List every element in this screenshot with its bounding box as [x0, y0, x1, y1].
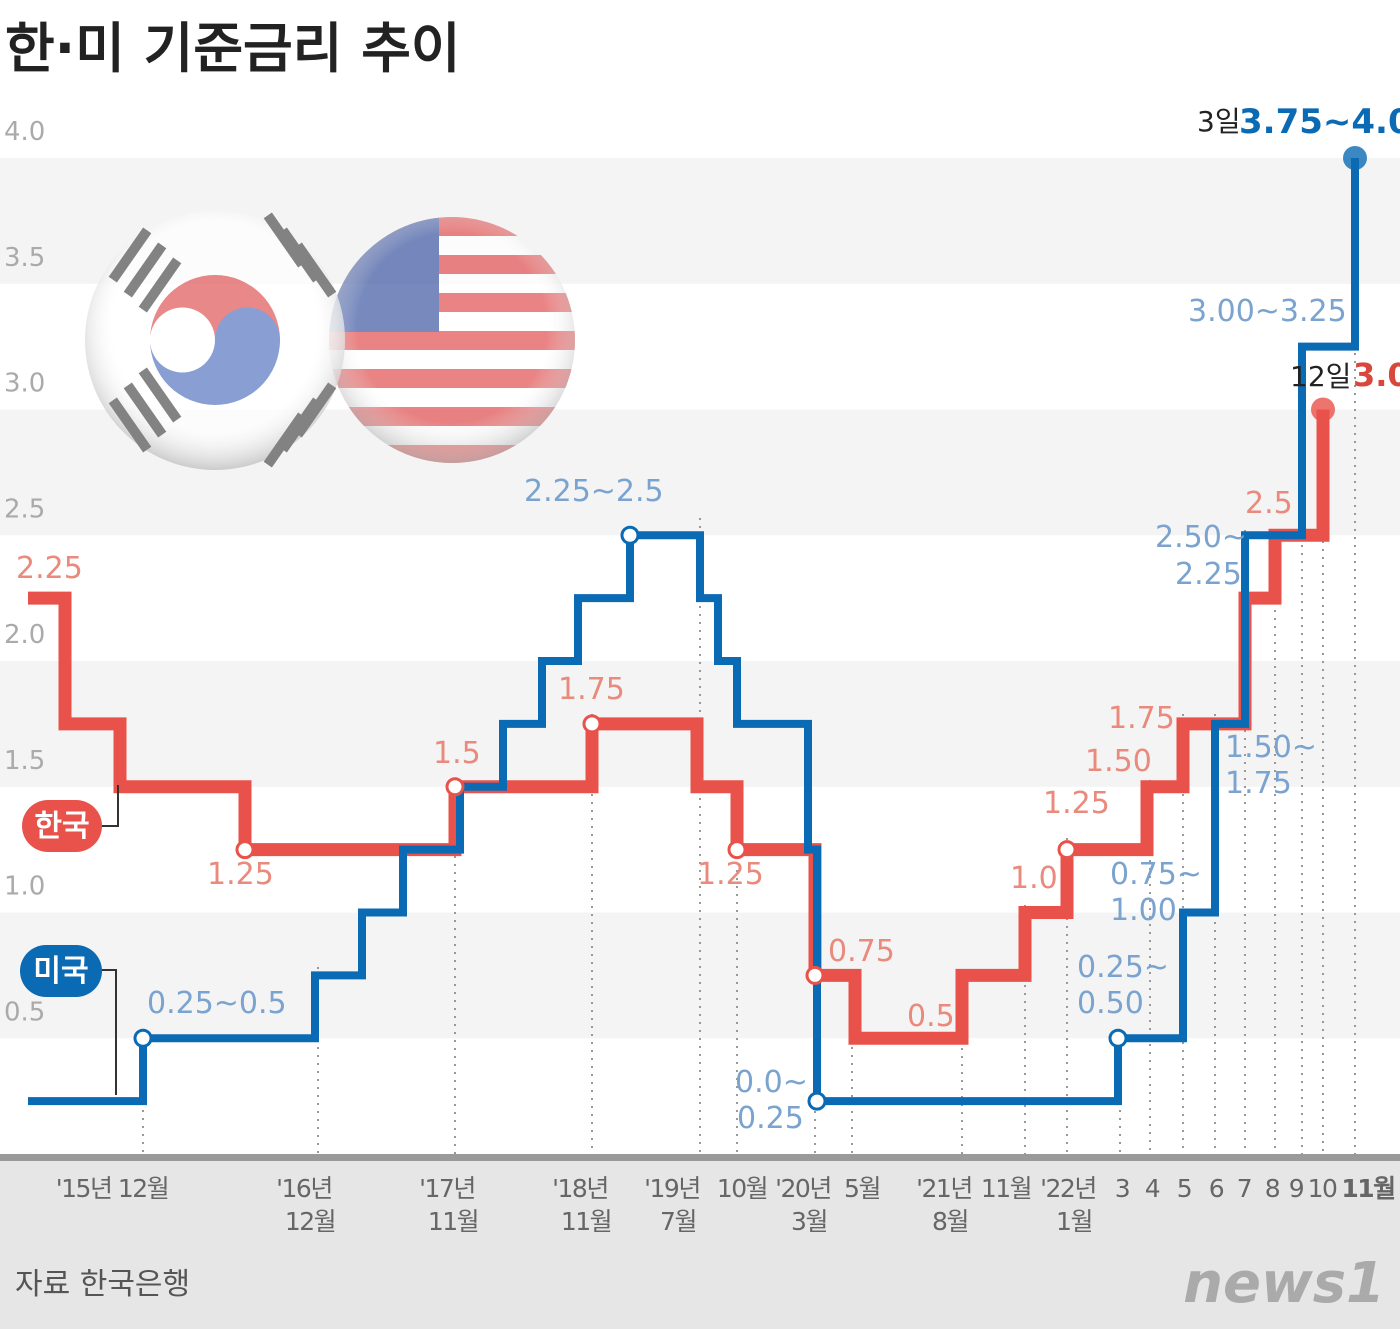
korea-annotations: 2.25 1.25 1.5 1.75 1.25 0.75 0.5 1.0 1.2… — [16, 356, 1400, 1034]
kr-label: 2.5 — [1245, 486, 1293, 521]
x-tick-label: 7월 — [660, 1207, 696, 1236]
chart-title: 한·미 기준금리 추이 — [5, 17, 461, 80]
x-tick-label: 5월 — [844, 1174, 880, 1203]
x-axis-labels: '15년 12월 '16년 12월 '17년 11월 '18년 11월 '19년 7월 10월 '2… — [56, 1174, 1396, 1236]
x-tick-label: 9 — [1289, 1174, 1304, 1203]
y-axis: 4.0 3.5 3.0 2.5 2.0 1.5 1.0 0.5 — [4, 117, 45, 1027]
x-tick-label: 11월 — [561, 1207, 611, 1236]
us-flag-icon — [329, 217, 575, 463]
kr-label: 1.25 — [1043, 786, 1110, 821]
x-tick-label: 8월 — [932, 1207, 968, 1236]
us-label: 0.25~ — [1077, 950, 1169, 985]
us-label: 1.50~ — [1225, 730, 1317, 765]
x-tick-label: 11월 — [428, 1207, 478, 1236]
y-tick-label: 4.0 — [4, 117, 45, 147]
y-tick-label: 1.5 — [4, 746, 45, 776]
us-label: 2.25~2.5 — [524, 474, 664, 509]
x-tick-label: 10 — [1308, 1174, 1337, 1203]
x-tick-label: '22년 — [1040, 1174, 1096, 1203]
latest-point-marker — [1343, 146, 1367, 170]
x-tick-label: 3월 — [791, 1207, 827, 1236]
y-tick-label: 3.0 — [4, 369, 45, 399]
us-label: 1.00 — [1110, 893, 1177, 928]
x-tick-label: '16년 — [276, 1174, 332, 1203]
x-tick-label: '15년 12월 — [56, 1174, 168, 1203]
us-label: 2.50~ — [1155, 520, 1247, 555]
news1-logo: news1 — [1183, 1251, 1385, 1316]
us-legend-label: 미국 — [33, 954, 88, 989]
x-tick-label: '21년 — [916, 1174, 972, 1203]
kr-label: 0.75 — [828, 934, 895, 969]
data-point-marker — [620, 525, 640, 545]
us-label: 0.0~ — [735, 1065, 808, 1100]
y-tick-label: 0.5 — [4, 997, 45, 1027]
data-point-marker — [582, 714, 602, 734]
y-tick-label: 1.0 — [4, 872, 45, 902]
y-tick-label: 3.5 — [4, 243, 45, 273]
data-point-marker — [133, 1028, 153, 1048]
kr-latest-day: 12일 — [1290, 360, 1351, 393]
kr-label: 2.25 — [16, 551, 83, 586]
korea-rate-line — [28, 409, 1330, 1045]
korea-flag-icon — [85, 210, 345, 470]
data-point-marker — [805, 965, 825, 985]
data-point-marker — [445, 777, 465, 797]
x-tick-label: 3 — [1115, 1174, 1129, 1203]
us-latest-day: 3일 — [1197, 105, 1241, 138]
x-tick-label: 1월 — [1056, 1207, 1092, 1236]
us-label: 0.75~ — [1110, 857, 1202, 892]
kr-label: 0.5 — [907, 999, 955, 1034]
x-tick-label: 7 — [1237, 1174, 1251, 1203]
footer-band — [0, 1160, 1400, 1329]
kr-label: 1.75 — [558, 672, 625, 707]
us-label: 3.00~3.25 — [1188, 294, 1347, 329]
data-point-marker — [807, 1091, 827, 1111]
korea-legend-label: 한국 — [34, 809, 89, 844]
x-tick-label: 11월 — [981, 1174, 1031, 1203]
x-tick-label: 11월 — [1341, 1174, 1394, 1203]
latest-point-marker — [1311, 397, 1335, 422]
korea-legend-badge — [22, 800, 102, 852]
y-tick-label: 2.5 — [4, 494, 45, 524]
us-label: 0.50 — [1077, 986, 1144, 1021]
kr-latest-value: 3.0% — [1353, 356, 1400, 394]
x-tick-label: '18년 — [552, 1174, 608, 1203]
data-point-marker — [235, 840, 255, 860]
us-annotations: 0.25~0.5 2.25~2.5 0.0~ 0.25 0.25~ 0.50 0… — [147, 102, 1400, 1136]
x-tick-label: 4 — [1145, 1174, 1160, 1203]
x-tick-label: '20년 — [775, 1174, 831, 1203]
series-lines — [28, 146, 1367, 1111]
us-label: 0.25~0.5 — [147, 986, 287, 1021]
kr-label: 1.25 — [697, 857, 764, 892]
us-label: 1.75 — [1225, 766, 1292, 801]
x-tick-label: 5 — [1177, 1174, 1191, 1203]
us-legend-connector — [100, 969, 117, 1095]
data-point-marker — [727, 840, 747, 860]
us-label: 2.25 — [1175, 557, 1242, 592]
us-label: 0.25 — [737, 1101, 804, 1136]
kr-label: 1.75 — [1108, 701, 1175, 736]
kr-label: 1.5 — [433, 736, 481, 771]
source-label: 자료 한국은행 — [15, 1267, 190, 1302]
data-point-marker — [1057, 840, 1077, 860]
data-point-marker — [1108, 1028, 1128, 1048]
us-rate-line — [28, 158, 1359, 1106]
x-tick-label: '19년 — [644, 1174, 700, 1203]
us-legend-badge — [20, 945, 102, 997]
korea-legend-connector — [100, 785, 119, 827]
x-tick-label: 10월 — [717, 1174, 767, 1203]
kr-label: 1.0 — [1010, 861, 1058, 896]
us-latest-value: 3.75~4.0% — [1239, 102, 1400, 142]
background-bands — [0, 158, 1400, 1039]
x-tick-label: 12월 — [285, 1207, 335, 1236]
x-tick-label: 6 — [1209, 1174, 1224, 1203]
kr-label: 1.50 — [1085, 744, 1152, 779]
x-tick-label: 8 — [1265, 1174, 1280, 1203]
y-tick-label: 2.0 — [4, 620, 45, 650]
x-tick-label: '17년 — [419, 1174, 475, 1203]
x-axis-line — [0, 1154, 1400, 1161]
kr-label: 1.25 — [207, 857, 274, 892]
